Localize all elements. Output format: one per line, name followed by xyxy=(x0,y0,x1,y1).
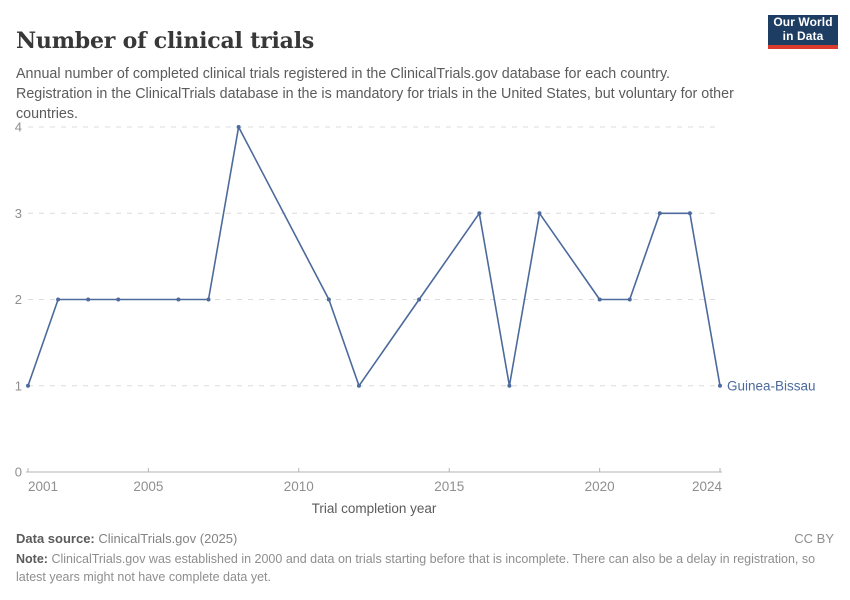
x-tick-label-2020: 2020 xyxy=(585,479,615,494)
data-point-2022[interactable] xyxy=(657,211,662,216)
owid-logo-accent-bar xyxy=(768,45,838,49)
x-tick-label-2010: 2010 xyxy=(284,479,314,494)
y-tick-label-4: 4 xyxy=(15,120,22,135)
data-point-2024[interactable] xyxy=(718,383,722,388)
y-tick-label-3: 3 xyxy=(15,206,22,221)
y-tick-label-0: 0 xyxy=(15,465,22,480)
x-tick-label-2015: 2015 xyxy=(434,479,464,494)
page-title: Number of clinical trials xyxy=(16,27,315,54)
owid-logo: Our World in Data xyxy=(768,15,838,49)
x-tick-label-2005: 2005 xyxy=(133,479,163,494)
owid-logo-text: Our World in Data xyxy=(768,15,838,45)
data-source-label: Data source: xyxy=(16,531,95,546)
y-tick-label-2: 2 xyxy=(15,292,22,307)
data-point-2023[interactable] xyxy=(687,211,692,216)
data-point-2004[interactable] xyxy=(116,297,121,302)
x-tick-label-2024: 2024 xyxy=(692,479,723,494)
data-point-2003[interactable] xyxy=(86,297,91,302)
data-point-2016[interactable] xyxy=(477,211,482,216)
series-end-label[interactable]: Guinea-Bissau xyxy=(727,378,816,393)
owid-logo-line2: in Data xyxy=(782,29,824,43)
owid-logo-line1: Our World xyxy=(773,15,833,30)
data-source-link[interactable]: ClinicalTrials.gov (2025) xyxy=(98,531,238,546)
data-point-2014[interactable] xyxy=(417,297,422,302)
y-tick-label-1: 1 xyxy=(15,378,22,393)
chart-note: Note: ClinicalTrials.gov was established… xyxy=(16,551,834,587)
chart-subtitle: Annual number of completed clinical tria… xyxy=(16,66,734,122)
note-label: Note: xyxy=(16,552,48,566)
data-point-2006[interactable] xyxy=(176,297,181,302)
data-point-2008[interactable] xyxy=(236,125,241,129)
data-point-2011[interactable] xyxy=(326,297,331,302)
data-point-2012[interactable] xyxy=(356,383,361,388)
series-line-Guinea-Bissau[interactable] xyxy=(27,126,721,387)
source-row: Data source: ClinicalTrials.gov (2025) C… xyxy=(16,531,834,546)
data-point-2018[interactable] xyxy=(537,211,542,216)
data-point-2021[interactable] xyxy=(627,297,632,302)
data-source: Data source: ClinicalTrials.gov (2025) xyxy=(16,531,237,546)
data-point-2001[interactable] xyxy=(26,383,30,388)
data-point-2017[interactable] xyxy=(507,383,512,388)
data-point-2007[interactable] xyxy=(206,297,211,302)
chart-footer: Data source: ClinicalTrials.gov (2025) C… xyxy=(16,531,834,587)
data-point-2020[interactable] xyxy=(597,297,602,302)
x-axis-title: Trial completion year xyxy=(312,501,437,516)
license-link[interactable]: CC BY xyxy=(794,531,834,546)
note-text: ClinicalTrials.gov was established in 20… xyxy=(16,552,816,584)
x-tick-label-2001: 2001 xyxy=(28,479,58,494)
data-point-2002[interactable] xyxy=(56,297,61,302)
